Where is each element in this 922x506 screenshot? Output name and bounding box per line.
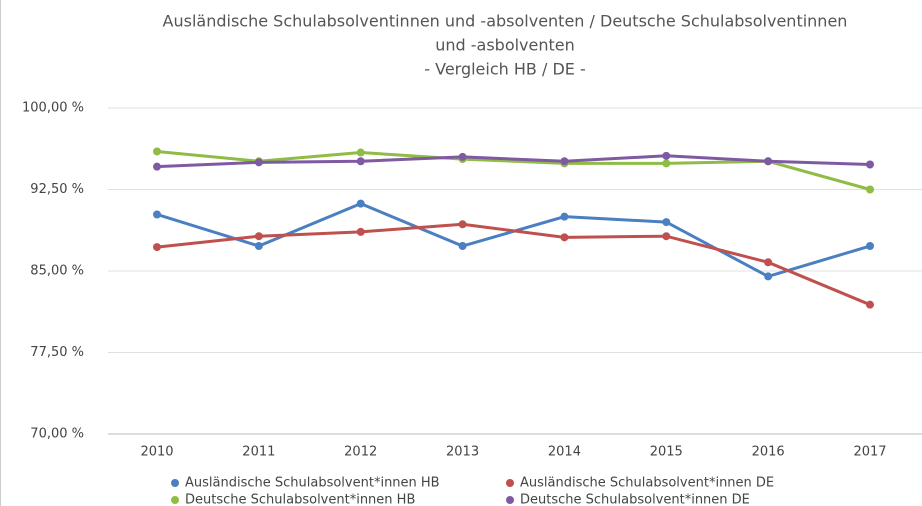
y-tick-label: 100,00 % [22,101,84,116]
point [254,232,263,241]
point [866,160,874,169]
y-tick-label: 92,50 % [30,182,84,197]
point [662,151,671,160]
point [153,147,161,156]
point [764,272,773,281]
legend-marker [506,496,514,504]
y-tick-label: 85,00 % [30,264,84,279]
point [764,157,773,166]
point [866,242,874,251]
point [356,199,365,208]
x-tick-label: 2012 [344,445,377,460]
x-tick-label: 2015 [650,445,683,460]
y-tick-label: 70,00 % [30,427,84,442]
point [458,242,467,251]
point [254,242,263,251]
series-line [156,222,871,307]
series-line [156,154,871,169]
chart-title: und -asbolventen [435,36,575,55]
point [560,233,569,242]
point [662,159,671,168]
chart-title: - Vergleich HB / DE - [424,60,585,79]
point [153,210,161,219]
y-tick-label: 77,50 % [30,345,84,360]
x-tick-label: 2011 [242,445,275,460]
point [356,157,365,166]
legend-label: Ausländische Schulabsolvent*innen DE [520,476,774,491]
point [560,212,569,221]
x-tick-label: 2017 [853,445,886,460]
point [764,258,773,267]
point [662,218,671,227]
point [458,220,467,229]
point [560,157,569,166]
point [458,152,467,161]
legend-label: Deutsche Schulabsolvent*innen HB [185,493,415,506]
legend-label: Deutsche Schulabsolvent*innen DE [520,493,750,506]
x-tick-label: 2010 [140,445,173,460]
x-tick-label: 2014 [548,445,581,460]
point [356,148,365,157]
point [254,158,263,167]
x-tick-label: 2016 [752,445,785,460]
chart-title: Ausländische Schulabsolventinnen und -ab… [163,12,848,31]
point [153,243,161,252]
legend-marker [171,496,179,504]
legend-marker [171,479,179,487]
point [866,300,874,309]
legend-marker [506,479,514,487]
legend-label: Ausländische Schulabsolvent*innen HB [185,476,440,491]
point [356,227,365,236]
x-tick-label: 2013 [446,445,479,460]
point [866,185,874,194]
point [662,232,671,241]
point [153,162,161,171]
